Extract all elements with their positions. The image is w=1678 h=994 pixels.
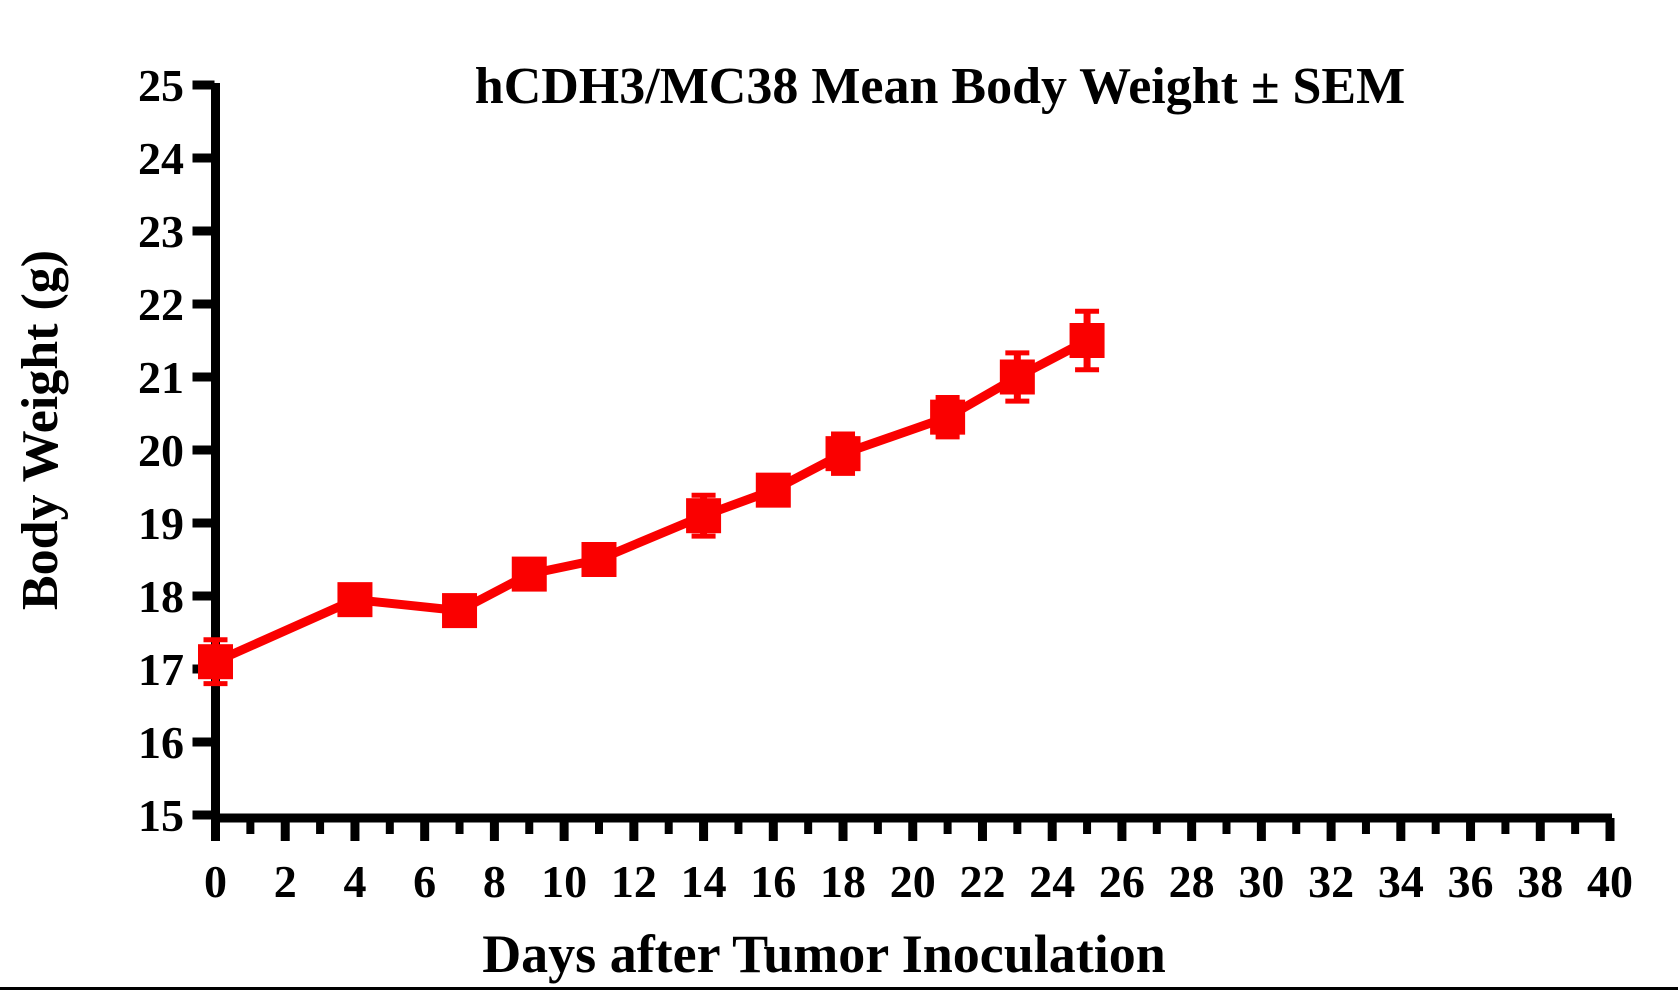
x-tick-label: 34 <box>1378 856 1424 907</box>
data-point-marker <box>337 582 373 618</box>
data-point-marker <box>581 542 617 577</box>
x-tick-label: 30 <box>1238 856 1284 907</box>
x-tick-label: 6 <box>413 856 436 907</box>
y-tick-label: 19 <box>138 498 184 549</box>
data-point-marker <box>198 644 233 680</box>
x-axis-tick-labels: 0 2 4 6 8 10 12 14 16 18 20 22 24 26 28 30 32 34 36 38 40 <box>204 856 1633 907</box>
data-point-marker <box>686 498 722 534</box>
y-tick-label: 22 <box>138 279 184 330</box>
y-tick-label: 15 <box>138 790 184 841</box>
x-tick-label: 38 <box>1517 856 1563 907</box>
x-tick-label: 8 <box>483 856 506 907</box>
x-tick-label: 0 <box>204 856 227 907</box>
data-point-marker <box>825 436 861 472</box>
x-tick-label: 2 <box>274 856 297 907</box>
y-axis-tick-labels: 15 16 17 18 19 20 21 22 23 24 25 <box>138 60 184 841</box>
data-point-marker <box>511 556 547 592</box>
x-tick-label: 18 <box>820 856 866 907</box>
series-error-bars <box>203 308 1100 687</box>
data-point-marker <box>755 472 791 508</box>
x-tick-label: 36 <box>1448 856 1494 907</box>
y-tick-label: 21 <box>138 352 184 403</box>
data-point-marker <box>442 593 478 629</box>
x-tick-label: 16 <box>750 856 796 907</box>
y-tick-label: 20 <box>138 425 184 476</box>
x-tick-label: 32 <box>1308 856 1354 907</box>
x-tick-label: 40 <box>1587 856 1633 907</box>
y-tick-label: 17 <box>138 644 184 695</box>
axes <box>211 83 1612 823</box>
x-tick-label: 12 <box>611 856 657 907</box>
data-point-marker <box>999 359 1035 395</box>
x-tick-label: 20 <box>890 856 936 907</box>
y-tick-label: 23 <box>138 206 184 257</box>
y-tick-label: 18 <box>138 571 184 622</box>
y-axis-label: Body Weight (g) <box>12 250 69 610</box>
x-tick-label: 4 <box>343 856 366 907</box>
x-tick-label: 22 <box>959 856 1005 907</box>
y-tick-label: 16 <box>138 717 184 768</box>
y-tick-label: 24 <box>138 133 184 184</box>
x-tick-label: 28 <box>1169 856 1215 907</box>
x-tick-label: 26 <box>1099 856 1145 907</box>
y-tick-label: 25 <box>138 60 184 111</box>
x-axis-label: Days after Tumor Inoculation <box>482 924 1166 984</box>
chart-title: hCDH3/MC38 Mean Body Weight ± SEM <box>475 58 1405 115</box>
data-point-marker <box>1069 323 1105 358</box>
x-tick-label: 10 <box>541 856 587 907</box>
bottom-rule <box>0 987 1678 990</box>
x-tick-label: 14 <box>681 856 727 907</box>
data-point-marker <box>930 399 966 435</box>
x-tick-label: 24 <box>1029 856 1075 907</box>
series-markers <box>198 323 1105 680</box>
x-axis-ticks <box>211 818 1615 841</box>
